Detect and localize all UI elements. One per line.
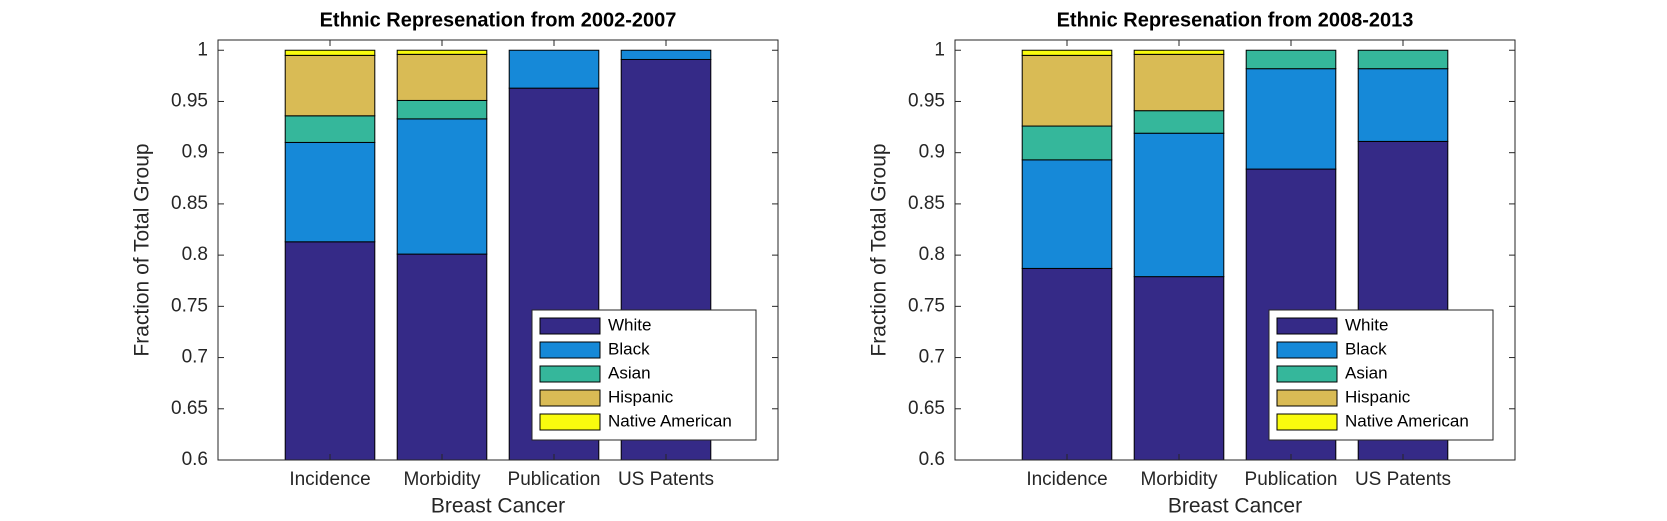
y-tick-label: 0.85 [171, 193, 208, 214]
legend-label: Native American [1345, 411, 1469, 430]
legend-swatch [1276, 341, 1338, 359]
legend-swatch [539, 413, 601, 431]
legend-label: Hispanic [608, 387, 674, 406]
bar-segment [396, 99, 488, 120]
y-tick-label: 0.9 [919, 142, 945, 163]
bar-segment [1021, 49, 1113, 56]
y-tick-label: 0.7 [919, 347, 945, 368]
x-tick-label: Incidence [289, 469, 370, 490]
bar-segment [620, 49, 712, 60]
y-tick-label: 1 [934, 39, 945, 60]
axes-box [954, 39, 1516, 461]
bar-segment [284, 49, 376, 56]
bar-segment [396, 253, 488, 460]
y-tick-label: 0.6 [182, 449, 208, 470]
x-tick-label: Publication [508, 469, 601, 490]
bar-segment [1357, 49, 1449, 70]
bar-segment [508, 49, 600, 89]
legend-label: Black [1345, 339, 1387, 358]
y-tick-label: 0.75 [171, 295, 208, 316]
bar-segment [1021, 125, 1113, 161]
bar-segment [1133, 53, 1225, 112]
legend-label: Native American [608, 411, 732, 430]
legend-swatch [1276, 317, 1338, 335]
legend-label: Hispanic [1345, 387, 1411, 406]
legend-swatch [539, 317, 601, 335]
bar-segment [284, 141, 376, 243]
bar-segment [284, 54, 376, 117]
legend-swatch [539, 365, 601, 383]
bar-segment [1021, 159, 1113, 269]
y-tick-label: 0.9 [182, 142, 208, 163]
x-tick-label: Morbidity [403, 469, 481, 490]
legend-swatch [539, 389, 601, 407]
y-tick-label: 0.95 [908, 90, 945, 111]
legend-swatch [1276, 389, 1338, 407]
bar-segment [1133, 49, 1225, 55]
x-axis-label: Breast Cancer [431, 495, 565, 518]
legend-swatch [539, 341, 601, 359]
legend-label: White [608, 315, 651, 334]
y-axis-label: Fraction of Total Group [868, 143, 891, 356]
x-tick-label: Publication [1245, 469, 1338, 490]
bar-segment [396, 49, 488, 55]
legend-label: Black [608, 339, 650, 358]
y-tick-label: 1 [197, 39, 208, 60]
legend-label: White [1345, 315, 1388, 334]
bars [1021, 49, 1449, 460]
bar-segment [396, 118, 488, 255]
y-tick-label: 0.7 [182, 347, 208, 368]
bar-segment [1133, 276, 1225, 460]
bar-segment [1357, 68, 1449, 142]
y-tick-label: 0.65 [171, 398, 208, 419]
x-tick-label: US Patents [618, 469, 714, 490]
legend-label: Asian [1345, 363, 1388, 382]
y-tick-label: 0.65 [908, 398, 945, 419]
chart-title: Ethnic Represenation from 2002-2007 [320, 9, 677, 31]
x-axis-label: Breast Cancer [1168, 495, 1302, 518]
bar-segment [1245, 49, 1337, 70]
y-tick-label: 0.95 [171, 90, 208, 111]
bars [284, 49, 712, 460]
x-tick-label: Morbidity [1140, 469, 1218, 490]
x-tick-label: US Patents [1355, 469, 1451, 490]
legend-swatch [1276, 413, 1338, 431]
legend-swatch [1276, 365, 1338, 383]
bar-segment [620, 58, 712, 460]
bar-segment [1133, 132, 1225, 278]
y-tick-label: 0.6 [919, 449, 945, 470]
y-tick-label: 0.85 [908, 193, 945, 214]
legend-label: Asian [608, 363, 651, 382]
y-tick-label: 0.75 [908, 295, 945, 316]
y-tick-label: 0.8 [182, 244, 208, 265]
axes-box [217, 39, 779, 461]
x-tick-label: Incidence [1026, 469, 1107, 490]
y-tick-label: 0.8 [919, 244, 945, 265]
bar-segment [1245, 68, 1337, 170]
bar-segment [1133, 110, 1225, 134]
bar-segment [1021, 54, 1113, 127]
chart-title: Ethnic Represenation from 2008-2013 [1057, 9, 1414, 31]
bar-segment [396, 53, 488, 101]
bar-segment [284, 115, 376, 143]
y-axis-label: Fraction of Total Group [131, 143, 154, 356]
